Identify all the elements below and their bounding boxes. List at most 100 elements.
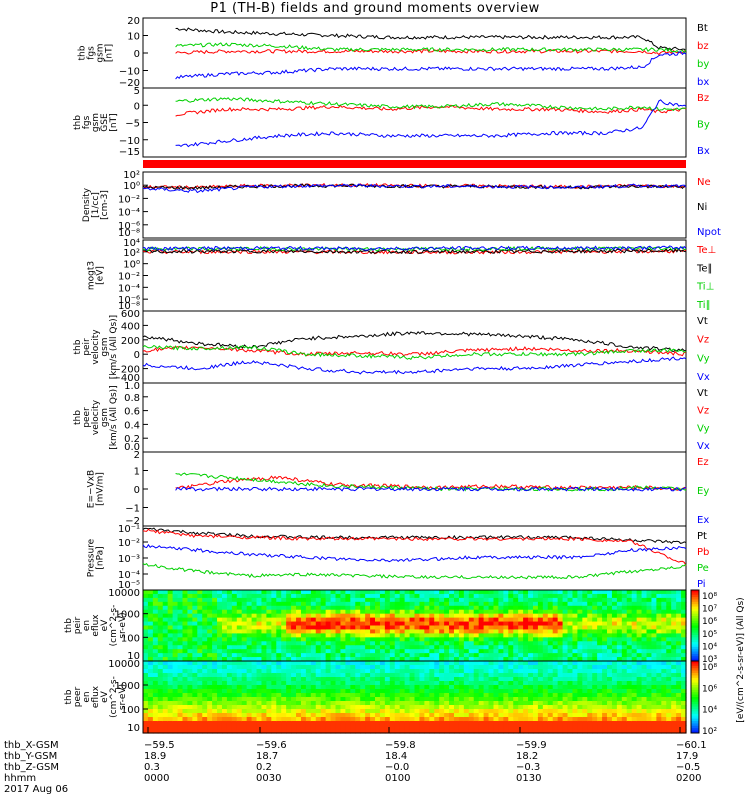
heatmap-cell	[315, 673, 322, 678]
heatmap-cell	[197, 617, 203, 623]
y-label-line: en	[82, 620, 92, 631]
heatmap-cell	[330, 593, 337, 599]
heatmap-cell	[557, 605, 564, 611]
heatmap-cell	[429, 697, 435, 702]
heatmap-cell	[147, 729, 154, 734]
heatmap-cell	[542, 637, 549, 642]
colorbar-swatch	[691, 623, 699, 626]
heatmap-cell	[207, 673, 213, 678]
heatmap-cell	[656, 689, 662, 694]
heatmap-cell	[261, 597, 268, 603]
heatmap-cell	[143, 593, 149, 599]
heatmap-cell	[449, 709, 455, 714]
heatmap-cell	[375, 689, 381, 694]
heatmap-cell	[271, 649, 277, 654]
heatmap-cell	[636, 677, 643, 682]
heatmap-cell	[419, 709, 425, 714]
heatmap-cell	[409, 713, 416, 718]
heatmap-cell	[567, 669, 574, 674]
heatmap-cell	[271, 661, 277, 666]
heatmap-cell	[325, 725, 332, 730]
heatmap-cell	[611, 685, 618, 690]
heatmap-cell	[537, 601, 544, 607]
heatmap-cell	[493, 685, 500, 690]
heatmap-cell	[597, 645, 603, 650]
heatmap-cell	[226, 669, 233, 674]
heatmap-cell	[379, 625, 386, 631]
heatmap-cell	[251, 645, 258, 650]
heatmap-cell	[276, 669, 282, 674]
heatmap-cell	[375, 709, 381, 714]
heatmap-cell	[493, 633, 500, 638]
heatmap-cell	[192, 705, 198, 710]
heatmap-cell	[468, 689, 475, 694]
heatmap-cell	[404, 657, 411, 662]
heatmap-cell	[616, 685, 623, 690]
heatmap-cell	[463, 697, 470, 702]
heatmap-cell	[172, 709, 179, 714]
heatmap-cell	[236, 693, 243, 698]
heatmap-cell	[231, 605, 238, 611]
heatmap-cell	[518, 657, 524, 662]
heatmap-cell	[513, 633, 519, 638]
heatmap-cell	[271, 629, 277, 634]
heatmap-cell	[246, 613, 253, 619]
heatmap-cell	[266, 725, 272, 730]
heatmap-cell	[676, 641, 682, 646]
heatmap-cell	[231, 609, 238, 615]
heatmap-cell	[394, 625, 401, 631]
heatmap-cell	[419, 621, 425, 627]
heatmap-cell	[147, 641, 154, 646]
heatmap-cell	[503, 705, 509, 710]
y-label-line: mogt3	[87, 261, 97, 290]
heatmap-cell	[241, 605, 248, 611]
heatmap-cell	[631, 625, 638, 631]
heatmap-cell	[157, 725, 164, 730]
heatmap-cell	[162, 689, 169, 694]
heatmap-cell	[315, 677, 322, 682]
heatmap-cell	[503, 673, 509, 678]
series-line-Npot	[142, 183, 687, 194]
heatmap-cell	[231, 617, 238, 623]
heatmap-cell	[444, 709, 450, 714]
heatmap-cell	[661, 705, 667, 710]
heatmap-cell	[300, 681, 307, 686]
heatmap-cell	[439, 689, 445, 694]
heatmap-cell	[483, 625, 490, 631]
heatmap-cell	[187, 689, 193, 694]
heatmap-cell	[434, 685, 440, 690]
heatmap-cell	[528, 697, 534, 702]
heatmap-cell	[483, 597, 490, 603]
heatmap-cell	[241, 701, 248, 706]
heatmap-cell	[636, 713, 643, 718]
heatmap-cell	[345, 661, 351, 666]
colorbar-swatch	[691, 668, 699, 672]
heatmap-cell	[300, 590, 307, 595]
heatmap-cell	[621, 713, 628, 718]
heatmap-cell	[276, 709, 282, 714]
heatmap-cell	[226, 625, 233, 631]
heatmap-cell	[631, 590, 638, 595]
heatmap-cell	[399, 669, 406, 674]
x-row-value: 18.2	[516, 751, 538, 762]
heatmap-cell	[147, 597, 154, 603]
heatmap-cell	[355, 649, 361, 654]
heatmap-cell	[453, 597, 460, 603]
heatmap-cell	[315, 665, 322, 670]
heatmap-cell	[626, 637, 633, 642]
heatmap-cell	[429, 689, 435, 694]
heatmap-cell	[409, 661, 416, 666]
heatmap-cell	[458, 673, 465, 678]
heatmap-cell	[434, 605, 440, 611]
heatmap-cell	[192, 657, 198, 662]
heatmap-cell	[192, 649, 198, 654]
heatmap-cell	[315, 629, 322, 634]
heatmap-cell	[241, 689, 248, 694]
heatmap-cell	[226, 673, 233, 678]
heatmap-cell	[291, 641, 297, 646]
heatmap-cell	[503, 649, 509, 654]
heatmap-cell	[567, 725, 574, 730]
y-tick-label: 400	[121, 321, 140, 332]
heatmap-cell	[384, 609, 391, 615]
heatmap-cell	[582, 601, 588, 607]
